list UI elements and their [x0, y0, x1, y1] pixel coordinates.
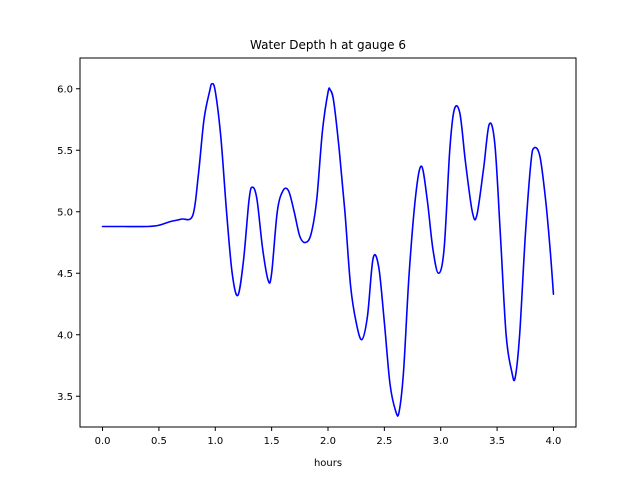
y-tick-label: 6.0 — [57, 84, 73, 95]
y-tick-label: 3.5 — [57, 392, 73, 403]
x-tick-label: 3.0 — [433, 436, 449, 447]
x-tick-label: 4.0 — [546, 436, 562, 447]
x-tick-label: 0.0 — [95, 436, 111, 447]
x-tick-label: 2.0 — [320, 436, 336, 447]
x-axis-label: hours — [314, 458, 342, 469]
y-tick-label: 5.5 — [57, 146, 73, 157]
x-axis: 0.0 0.5 1.0 1.5 2.0 2.5 3.0 3.5 4.0 — [95, 427, 562, 447]
x-tick-label: 1.0 — [207, 436, 223, 447]
x-tick-label: 1.5 — [264, 436, 280, 447]
x-tick-label: 2.5 — [376, 436, 392, 447]
x-tick-label: 3.5 — [489, 436, 505, 447]
y-tick-label: 5.0 — [57, 207, 73, 218]
y-axis: 3.5 4.0 4.5 5.0 5.5 6.0 — [57, 84, 80, 403]
y-tick-label: 4.5 — [57, 269, 73, 280]
x-tick-label: 0.5 — [151, 436, 167, 447]
chart-title: Water Depth h at gauge 6 — [250, 38, 406, 52]
y-tick-label: 4.0 — [57, 330, 73, 341]
plot-area — [79, 57, 577, 428]
series-line — [101, 82, 555, 417]
